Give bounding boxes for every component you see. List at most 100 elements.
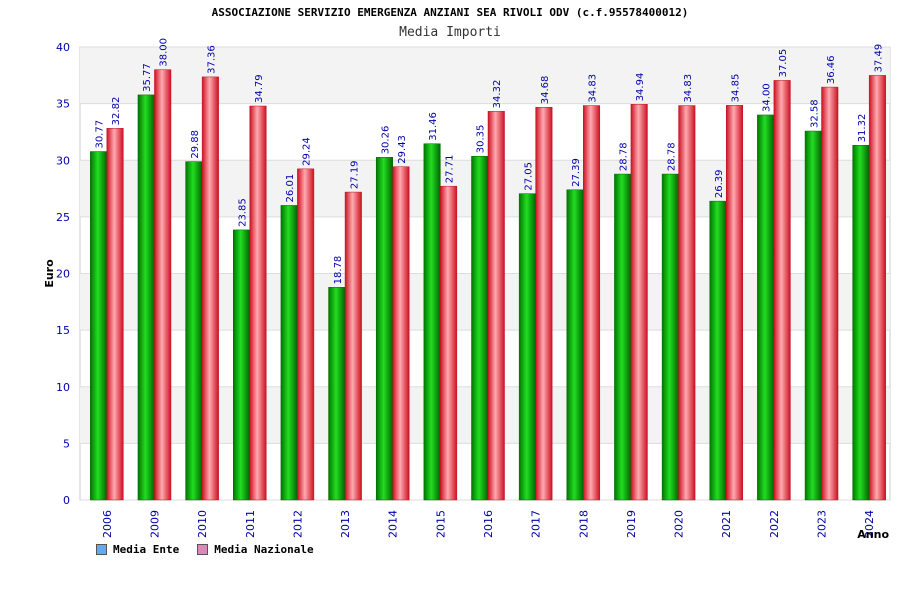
y-tick-label: 0: [63, 494, 70, 507]
data-label: 30.26: [380, 126, 391, 155]
x-tick-label: 2020: [673, 510, 686, 538]
x-tick-label: 2023: [816, 510, 829, 538]
data-label: 28.78: [619, 142, 630, 171]
data-label: 23.85: [238, 198, 249, 227]
bar-media-nazionale-2009: [154, 69, 172, 501]
data-label: 34.68: [540, 76, 551, 105]
data-label: 32.58: [809, 99, 820, 128]
data-label: 37.36: [206, 45, 217, 74]
bar-media-ente-2020: [661, 173, 679, 501]
data-label: 36.46: [826, 55, 837, 84]
data-label: 27.71: [445, 155, 456, 184]
x-tick-label: 2011: [244, 510, 257, 538]
data-label: 38.00: [159, 38, 170, 67]
x-tick-label: 2017: [530, 510, 543, 538]
x-tick-label: 2006: [101, 510, 114, 538]
data-label: 31.32: [857, 114, 868, 143]
data-label: 29.43: [397, 135, 408, 164]
x-tick-label: 2022: [768, 510, 781, 538]
data-label: 37.05: [778, 49, 789, 78]
bar-media-nazionale-2017: [535, 106, 553, 501]
bar-media-nazionale-2018: [583, 105, 601, 501]
bar-media-ente-2017: [518, 193, 536, 501]
y-tick-label: 15: [56, 324, 70, 337]
data-label: 34.83: [588, 74, 599, 103]
data-label: 34.94: [635, 73, 646, 102]
bar-media-ente-2012: [280, 205, 298, 501]
data-label: 34.32: [492, 80, 503, 109]
x-tick-label: 2024: [863, 510, 876, 538]
bar-media-ente-2024: [852, 145, 870, 501]
x-tick-label: 2018: [577, 510, 590, 538]
x-tick-label: 2009: [148, 510, 161, 538]
data-label: 31.46: [428, 112, 439, 141]
x-axis-label: Anno: [857, 528, 889, 541]
legend-swatch-media-ente: [96, 544, 107, 555]
data-label: 26.01: [285, 174, 296, 203]
data-label: 28.78: [666, 142, 677, 171]
x-tick-label: 2015: [434, 510, 447, 538]
bar-media-nazionale-2010: [201, 76, 219, 501]
data-label: 30.77: [95, 120, 106, 149]
data-label: 27.39: [571, 158, 582, 187]
bar-media-ente-2021: [709, 200, 727, 501]
y-tick-label: 20: [56, 268, 70, 281]
bar-media-nazionale-2012: [297, 168, 315, 501]
legend-label-media-nazionale: Media Nazionale: [214, 543, 314, 556]
x-tick-label: 2021: [720, 510, 733, 538]
legend: Media Ente Media Nazionale: [96, 543, 314, 556]
bar-media-nazionale-2015: [440, 185, 458, 501]
data-label: 37.49: [873, 44, 884, 73]
bar-media-nazionale-2021: [725, 105, 743, 501]
bar-media-nazionale-2011: [249, 105, 267, 501]
data-label: 29.88: [190, 130, 201, 159]
bar-media-ente-2016: [471, 156, 489, 501]
data-label: 29.24: [302, 137, 313, 166]
data-label: 18.78: [333, 256, 344, 285]
bar-media-ente-2010: [185, 161, 203, 501]
bar-media-ente-2013: [328, 287, 346, 501]
data-label: 34.00: [762, 83, 773, 112]
bar-media-nazionale-2013: [344, 191, 362, 501]
chart-title: ASSOCIAZIONE SERVIZIO EMERGENZA ANZIANI …: [211, 6, 689, 19]
bar-media-ente-2018: [566, 189, 584, 501]
bar-media-nazionale-2024: [868, 75, 886, 501]
legend-label-media-ente: Media Ente: [113, 543, 180, 556]
y-tick-label: 30: [56, 154, 70, 167]
bar-media-nazionale-2006: [106, 128, 124, 501]
bar-media-nazionale-2022: [773, 80, 791, 501]
y-tick-label: 35: [56, 98, 70, 111]
data-label: 34.85: [730, 74, 741, 103]
y-axis-label: Euro: [43, 259, 56, 288]
bar-media-nazionale-2019: [630, 104, 648, 501]
data-label: 34.79: [254, 74, 265, 103]
data-label: 35.77: [142, 63, 153, 92]
y-tick-label: 40: [56, 41, 70, 54]
bar-media-nazionale-2020: [678, 105, 696, 501]
x-tick-label: 2010: [196, 510, 209, 538]
bar-media-ente-2022: [757, 114, 775, 501]
bar-media-ente-2019: [614, 173, 632, 501]
bar-media-nazionale-2016: [487, 111, 505, 501]
x-tick-label: 2013: [339, 510, 352, 538]
data-label: 34.83: [683, 74, 694, 103]
x-tick-label: 2014: [387, 510, 400, 538]
bar-media-ente-2011: [233, 229, 251, 501]
y-tick-label: 25: [56, 211, 70, 224]
legend-item-media-ente: Media Ente: [96, 543, 179, 556]
bar-media-nazionale-2014: [392, 166, 410, 501]
y-tick-label: 10: [56, 381, 70, 394]
x-tick-label: 2016: [482, 510, 495, 538]
bar-media-ente-2015: [423, 143, 441, 501]
data-label: 27.19: [349, 160, 360, 189]
x-tick-label: 2019: [625, 510, 638, 538]
bar-media-nazionale-2023: [821, 86, 839, 501]
x-tick-label: 2012: [291, 510, 304, 538]
data-label: 27.05: [523, 162, 534, 191]
chart-subtitle: Media Importi: [399, 25, 501, 40]
data-label: 32.82: [111, 97, 122, 126]
data-label: 26.39: [714, 169, 725, 198]
legend-swatch-media-nazionale: [197, 544, 209, 555]
data-label: 30.35: [476, 125, 487, 154]
